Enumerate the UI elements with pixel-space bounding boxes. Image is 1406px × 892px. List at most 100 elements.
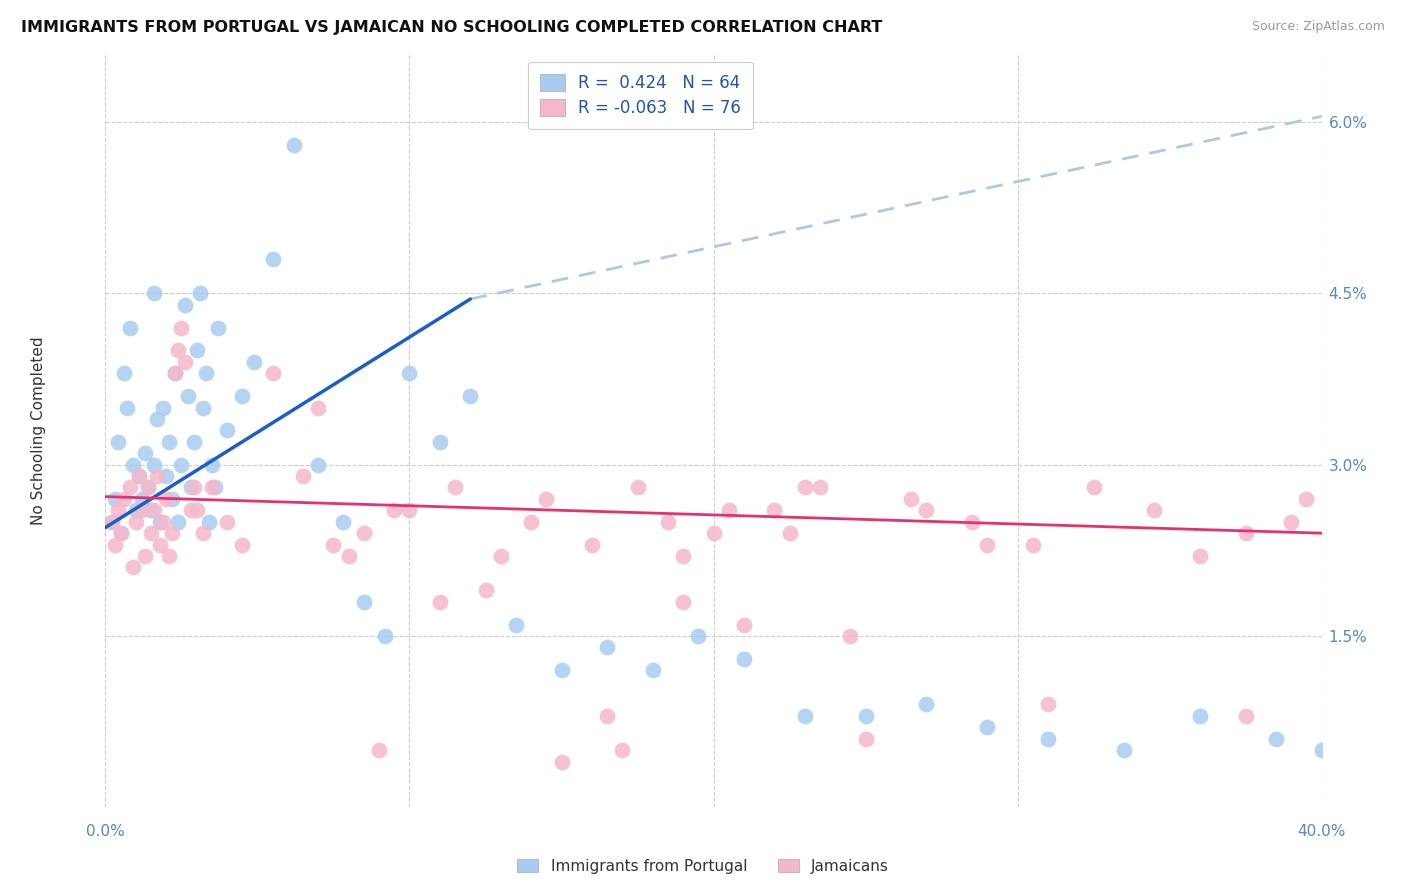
Point [139, 526, 162, 541]
Point [149, 538, 172, 552]
Point [157, 549, 180, 563]
Point [231, 538, 253, 552]
Point [733, 617, 755, 632]
Point [1234, 709, 1257, 723]
Point [855, 709, 877, 723]
Point [152, 515, 174, 529]
Point [672, 549, 695, 563]
Legend: R =  0.424   N = 64, R = -0.063   N = 76: R = 0.424 N = 64, R = -0.063 N = 76 [529, 62, 752, 129]
Point [1310, 743, 1333, 757]
Point [550, 755, 572, 769]
Point [152, 401, 174, 415]
Point [262, 366, 284, 380]
Point [180, 481, 202, 495]
Point [121, 560, 143, 574]
Point [1143, 503, 1166, 517]
Point [136, 481, 159, 495]
Point [672, 595, 695, 609]
Point [107, 503, 129, 517]
Point [763, 503, 786, 517]
Point [900, 491, 922, 506]
Point [596, 709, 619, 723]
Point [489, 549, 512, 563]
Point [112, 366, 135, 380]
Point [191, 526, 214, 541]
Point [107, 434, 129, 449]
Point [207, 320, 229, 334]
Point [134, 446, 156, 460]
Point [217, 424, 239, 438]
Point [173, 298, 195, 312]
Point [612, 743, 634, 757]
Point [183, 481, 205, 495]
Point [121, 458, 143, 472]
Point [198, 515, 221, 529]
Point [186, 503, 208, 517]
Point [1036, 731, 1059, 746]
Point [307, 401, 329, 415]
Text: IMMIGRANTS FROM PORTUGAL VS JAMAICAN NO SCHOOLING COMPLETED CORRELATION CHART: IMMIGRANTS FROM PORTUGAL VS JAMAICAN NO … [21, 20, 883, 35]
Point [165, 366, 187, 380]
Point [458, 389, 481, 403]
Point [1112, 743, 1135, 757]
Point [173, 355, 195, 369]
Point [688, 629, 710, 643]
Point [398, 503, 420, 517]
Text: 0.0%: 0.0% [86, 824, 125, 839]
Point [176, 389, 198, 403]
Point [103, 538, 125, 552]
Point [353, 595, 375, 609]
Point [131, 491, 153, 506]
Point [332, 515, 354, 529]
Point [505, 617, 527, 632]
Point [231, 389, 253, 403]
Point [201, 481, 224, 495]
Point [162, 491, 184, 506]
Point [733, 652, 755, 666]
Point [717, 503, 740, 517]
Point [155, 469, 177, 483]
Point [292, 469, 315, 483]
Point [474, 583, 496, 598]
Point [368, 743, 391, 757]
Point [1279, 515, 1302, 529]
Text: 40.0%: 40.0% [1298, 824, 1346, 839]
Point [170, 320, 193, 334]
Point [201, 458, 224, 472]
Point [180, 503, 202, 517]
Point [382, 503, 405, 517]
Point [1189, 709, 1212, 723]
Point [155, 491, 177, 506]
Point [283, 137, 305, 152]
Point [793, 481, 815, 495]
Point [550, 663, 572, 677]
Point [839, 629, 862, 643]
Point [1083, 481, 1105, 495]
Point [186, 343, 208, 358]
Point [143, 286, 166, 301]
Point [139, 503, 162, 517]
Point [134, 549, 156, 563]
Point [1265, 731, 1288, 746]
Point [100, 515, 122, 529]
Point [110, 526, 132, 541]
Point [128, 469, 150, 483]
Point [976, 720, 998, 734]
Point [808, 481, 831, 495]
Point [204, 481, 226, 495]
Point [125, 503, 148, 517]
Point [915, 503, 938, 517]
Point [855, 731, 877, 746]
Point [581, 538, 603, 552]
Point [243, 355, 266, 369]
Point [1022, 538, 1045, 552]
Point [1189, 549, 1212, 563]
Point [596, 640, 619, 655]
Point [217, 515, 239, 529]
Point [194, 366, 217, 380]
Point [188, 286, 211, 301]
Point [183, 434, 205, 449]
Point [641, 663, 664, 677]
Point [118, 320, 141, 334]
Point [162, 526, 184, 541]
